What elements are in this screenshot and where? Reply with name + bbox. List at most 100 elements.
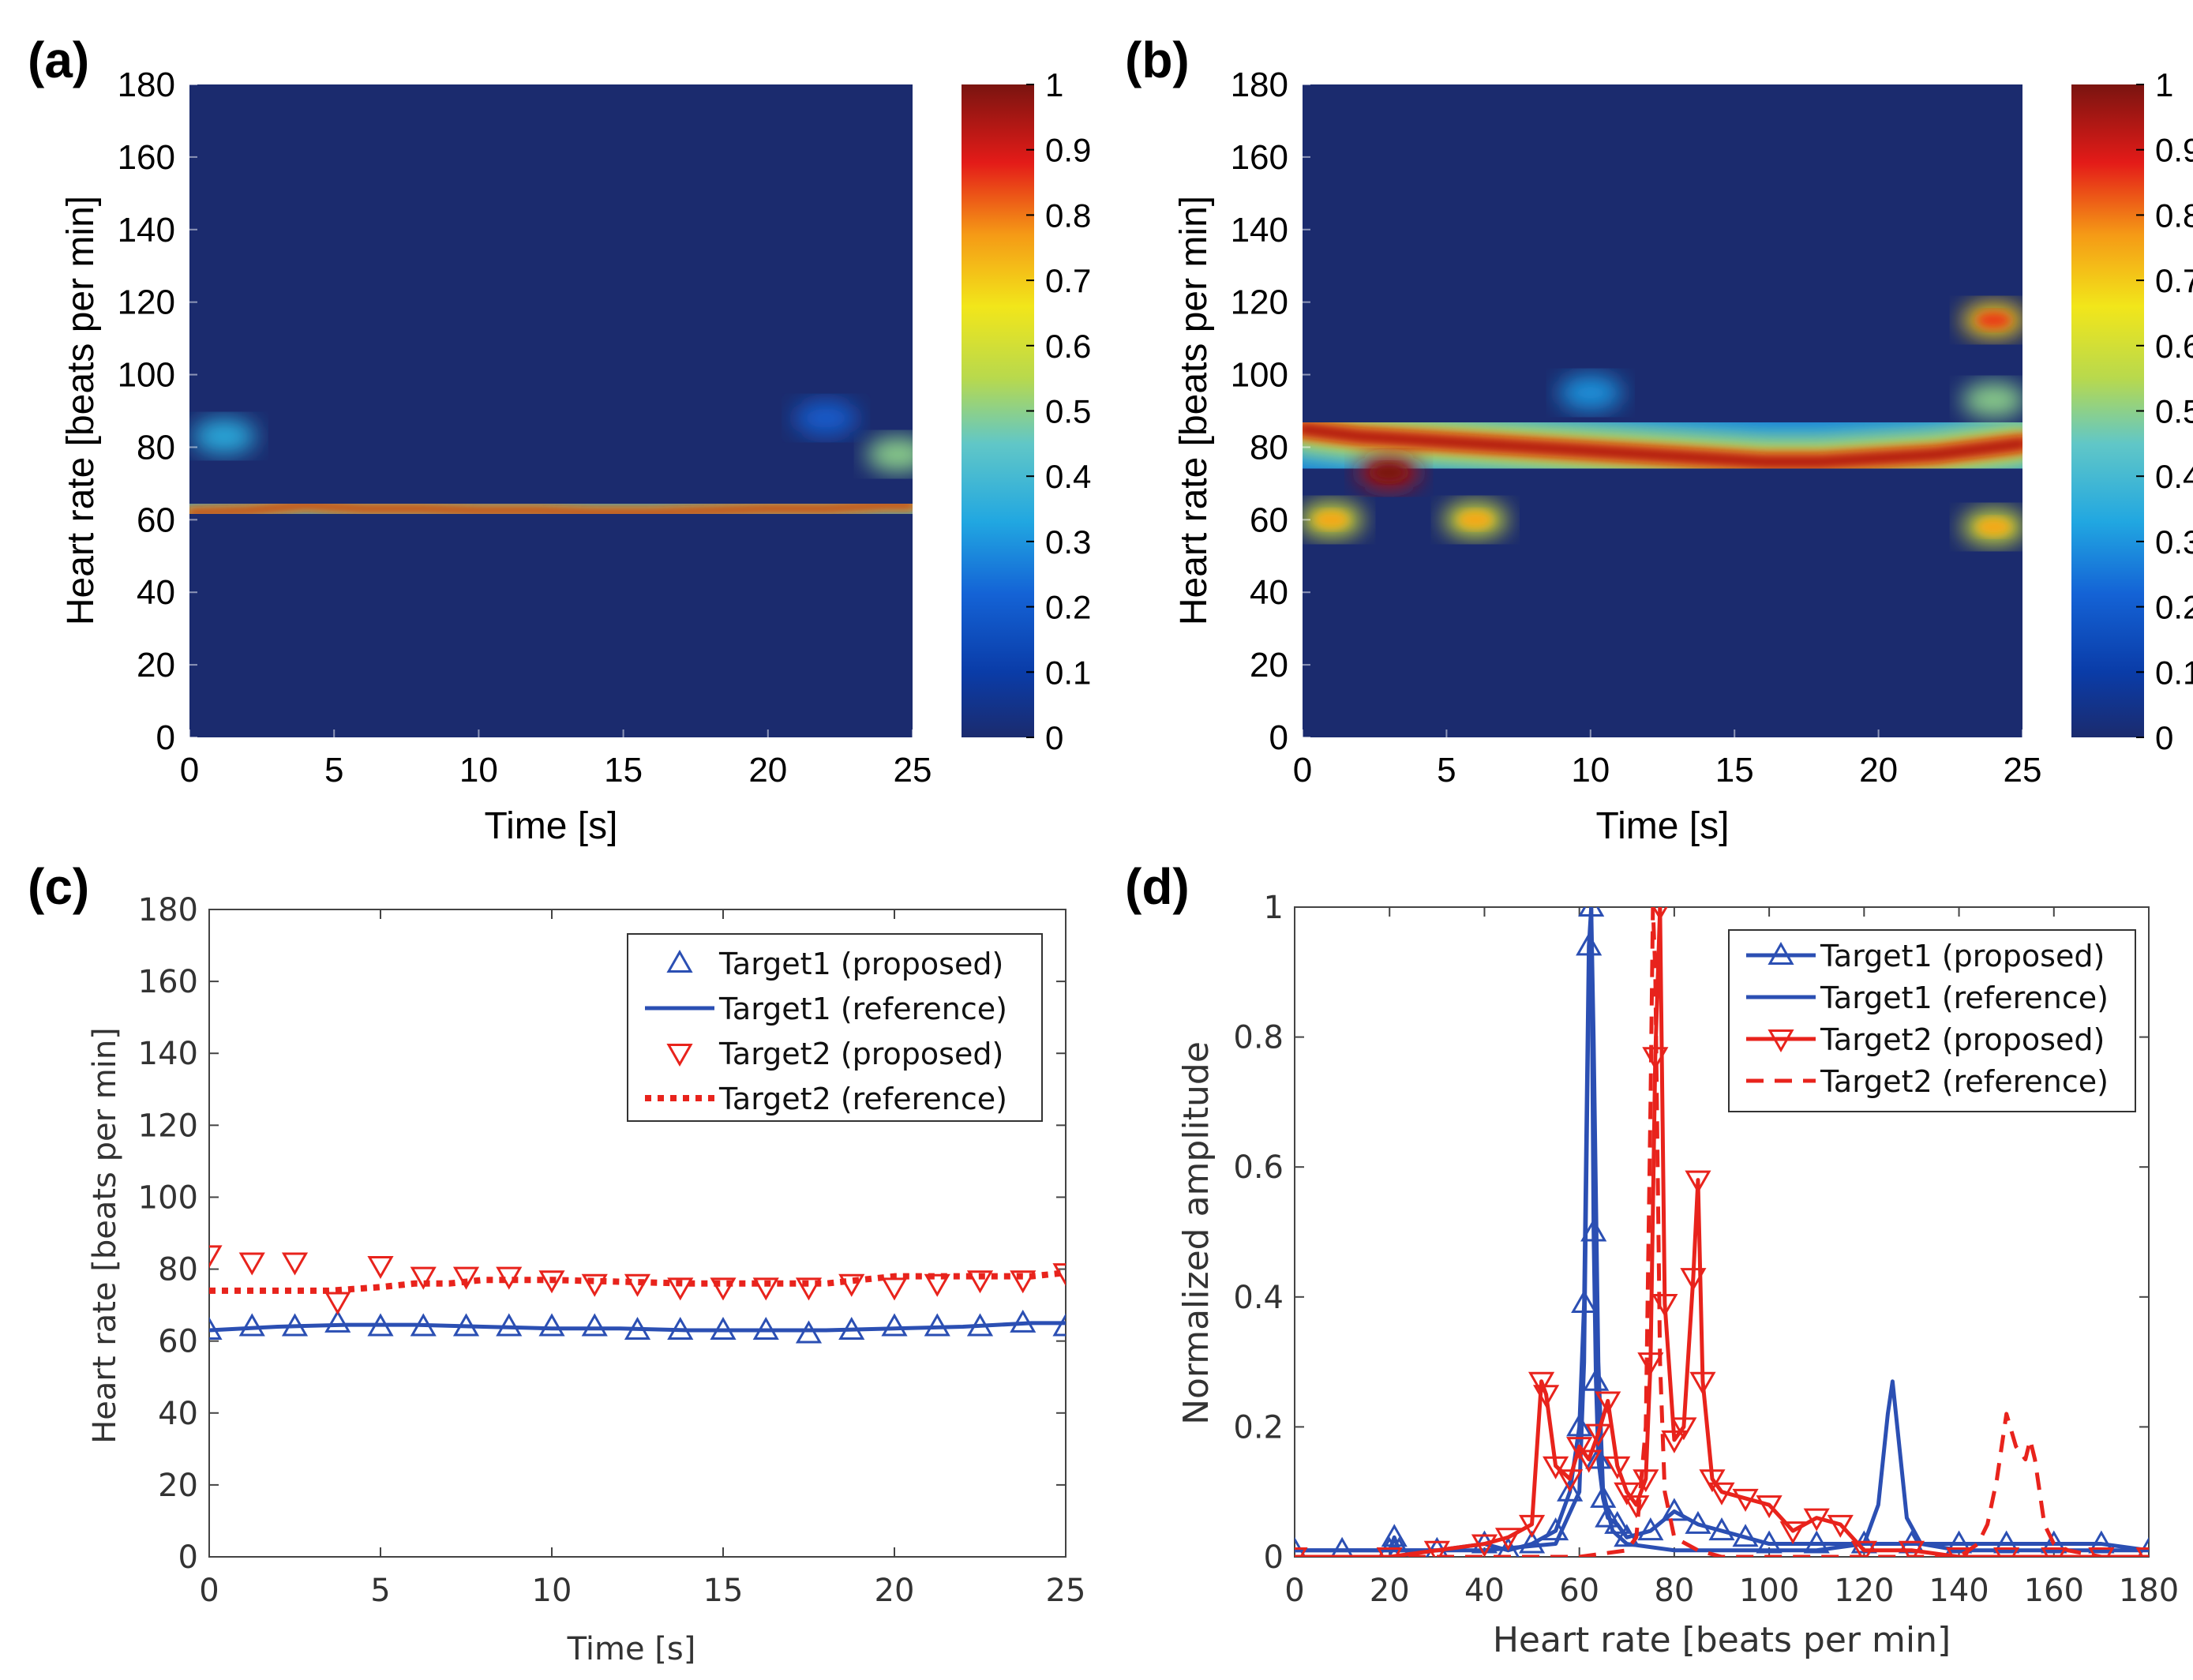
- heatmap-ytick-label: 120: [118, 283, 175, 322]
- xtick-label: 180: [2119, 1573, 2179, 1609]
- heatmap-ytick-label: 140: [118, 211, 175, 249]
- series-marker-3: [1680, 1268, 1707, 1292]
- series-marker-3: [1528, 1371, 1555, 1395]
- legend-box: [1728, 929, 2136, 1112]
- heatmap-ytick-label: 60: [1250, 501, 1288, 539]
- series-line-2: [1295, 907, 2149, 1553]
- colorbar-tick-label: 0.5: [1045, 393, 1091, 430]
- legend-label: Target2 (proposed): [718, 1037, 1003, 1071]
- line-d-xlabel: Heart rate [beats per min]: [1493, 1620, 1951, 1660]
- xtick-label: 0: [199, 1573, 219, 1609]
- heatmap-a-xlabel: Time [s]: [485, 805, 618, 847]
- heatmap-xtick-label: 0: [180, 751, 199, 789]
- legend-swatch-marker: [666, 1044, 693, 1067]
- colorbar-b: 0 0.1 0.2 0.3 0.4 0.5 0.6 0.7 0.8 0.9 1: [2071, 66, 2193, 756]
- series-marker-1: [1685, 1510, 1711, 1534]
- heatmap-ytick-label: 100: [118, 356, 175, 395]
- series-marker-3: [452, 1266, 480, 1290]
- ytick-label: 0.8: [1233, 1020, 1284, 1056]
- series-marker-3: [1685, 1170, 1711, 1194]
- colorbar-gradient: [2071, 84, 2144, 737]
- ytick-label: 20: [158, 1468, 198, 1504]
- heatmap-ytick-label: 160: [1231, 138, 1288, 177]
- line-c-xlabel: Time [s]: [567, 1631, 696, 1667]
- plot-series-group: [1295, 907, 2149, 1557]
- xtick-label: 40: [1464, 1573, 1505, 1609]
- colorbar-tick-label: 0.6: [1045, 328, 1091, 365]
- series-marker-3: [966, 1270, 994, 1294]
- series-marker-3: [1566, 1437, 1593, 1461]
- series-marker-3: [1010, 1270, 1037, 1294]
- series-marker-3: [1557, 1469, 1584, 1493]
- series-line-3: [1295, 907, 2149, 1557]
- heatmap-blob: [192, 418, 256, 454]
- series-marker-3: [1595, 1391, 1621, 1415]
- colorbar-tick-label: 0.3: [1045, 523, 1091, 561]
- ytick-label: 0.4: [1233, 1280, 1284, 1316]
- heatmap-blob: [866, 437, 913, 472]
- line-panel-c: 0 20 40 60 80 100 120 140 160 180 0 5 10 15 20 25 Target…: [87, 892, 1085, 1667]
- series-marker-1: [795, 1320, 823, 1344]
- heatmap-xtick-label: 10: [459, 751, 498, 789]
- heatmap-b-axes: 0 20 40 60 80 100 120 140 160 180 0 5 10 15 20 25: [1231, 66, 2042, 789]
- series-marker-3: [1604, 1456, 1631, 1479]
- ytick-label: 0.2: [1233, 1409, 1284, 1446]
- heatmap-xtick-label: 5: [1437, 751, 1456, 789]
- ytick-label: 0: [1264, 1539, 1284, 1576]
- heatmap-xtick-label: 0: [1293, 751, 1312, 789]
- series-marker-3: [1376, 1547, 1403, 1557]
- ytick-label: 1: [1264, 890, 1284, 926]
- series-marker-3: [667, 1277, 694, 1301]
- series-marker-1: [1557, 1478, 1584, 1502]
- colorbar-tick-label: 0.9: [1045, 132, 1091, 169]
- ytick-label: 80: [158, 1252, 198, 1288]
- heatmap-blob-core: [1976, 518, 2011, 536]
- colorbar-tick-label: 0.4: [2155, 458, 2193, 495]
- series-marker-3: [710, 1277, 737, 1301]
- series-marker-3: [1623, 1495, 1650, 1519]
- legend-label: Target1 (reference): [1820, 981, 2109, 1015]
- series-marker-1: [581, 1313, 608, 1337]
- xtick-label: 5: [370, 1573, 390, 1609]
- series-marker-3: [1803, 1508, 1830, 1532]
- panel-label-b: (b): [1125, 32, 1190, 88]
- xtick-label: 120: [1834, 1573, 1894, 1609]
- series-marker-1: [1052, 1313, 1066, 1337]
- heatmap-blob-core: [1457, 511, 1493, 529]
- series-marker-1: [1590, 1484, 1617, 1508]
- heatmap-b-xlabel: Time [s]: [1596, 805, 1730, 847]
- colorbar-tick-label: 0.5: [2155, 393, 2193, 430]
- series-marker-1: [1580, 1218, 1607, 1242]
- heatmap-ytick-label: 60: [137, 501, 175, 539]
- legend-label: Target2 (proposed): [1820, 1022, 2105, 1057]
- xtick-label: 20: [875, 1573, 915, 1609]
- legend-swatch-marker: [666, 949, 693, 973]
- line-c-plot: 0 20 40 60 80 100 120 140 160 180 0 5 10 15 20 25 Target…: [138, 892, 1086, 1609]
- heatmap-xtick-label: 15: [604, 751, 643, 789]
- heatmap-ytick-label: 140: [1231, 211, 1288, 249]
- colorbar-gradient: [962, 84, 1034, 737]
- panel-label-d: (d): [1125, 858, 1190, 915]
- series-marker-1: [881, 1313, 908, 1337]
- series-marker-3: [2041, 1547, 2067, 1557]
- series-marker-3: [1779, 1521, 1806, 1545]
- series-marker-3: [1945, 1547, 1973, 1557]
- colorbar-tick-label: 0.1: [2155, 654, 2193, 691]
- ytick-label: 140: [138, 1036, 198, 1072]
- xtick-label: 100: [1739, 1573, 1799, 1609]
- heatmap-blob: [794, 400, 858, 436]
- heatmap-ridge-layer: [189, 502, 913, 516]
- colorbar-tick-label: 0.7: [1045, 262, 1091, 299]
- series-marker-1: [1595, 1504, 1621, 1528]
- xtick-label: 140: [1929, 1573, 1989, 1609]
- series-marker-3: [1518, 1514, 1546, 1538]
- series-marker-3: [1614, 1482, 1640, 1506]
- series-marker-3: [1708, 1482, 1735, 1506]
- colorbar-tick-label: 0.8: [1045, 197, 1091, 234]
- legend-label: Target1 (proposed): [1820, 939, 2105, 973]
- series-marker-1: [324, 1309, 351, 1333]
- series-line-4: [209, 1269, 1066, 1294]
- xtick-label: 160: [2024, 1573, 2084, 1609]
- xtick-label: 60: [1559, 1573, 1599, 1609]
- colorbar-tick-label: 0.6: [2155, 328, 2193, 365]
